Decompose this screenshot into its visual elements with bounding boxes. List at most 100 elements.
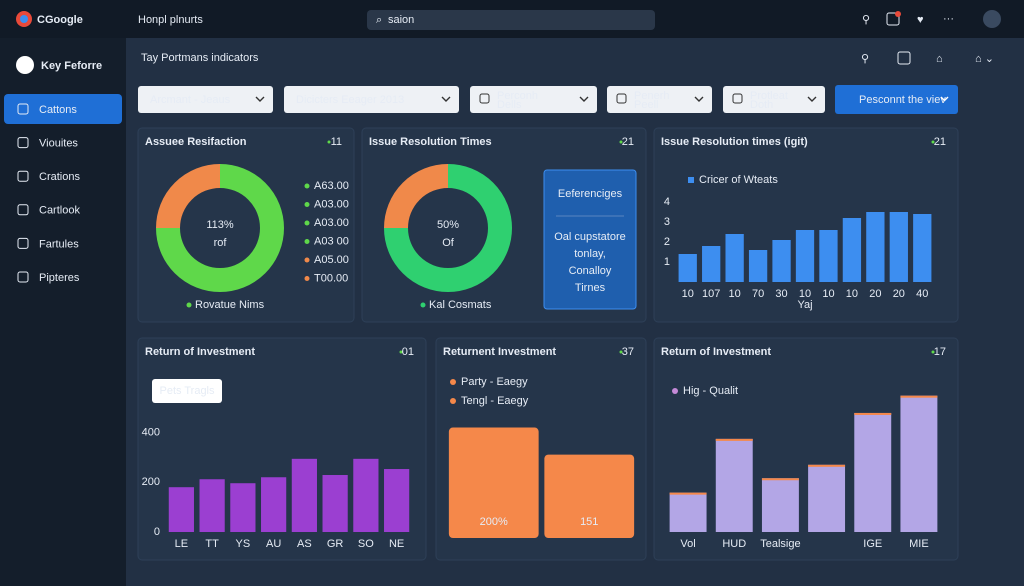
x-tick-label: 10	[799, 288, 811, 300]
bar-cap	[854, 412, 892, 415]
badge-dot	[931, 140, 935, 144]
sidebar-item[interactable]: Pipteres	[39, 272, 80, 284]
x-tick-label: 10	[729, 288, 741, 300]
bar-cap	[715, 438, 753, 441]
bar	[808, 464, 846, 532]
filter-label: Perconh	[497, 90, 538, 102]
sidebar-icon	[17, 204, 29, 216]
bar	[842, 218, 862, 282]
y-tick-label: 4	[664, 196, 670, 208]
action-button[interactable]	[835, 85, 958, 114]
bar	[748, 250, 768, 282]
donut-center-sub: rof	[214, 237, 228, 249]
sidebar	[0, 38, 126, 586]
header-icon-share[interactable]: ⌂	[936, 53, 943, 65]
sidebar-item[interactable]: Crations	[39, 171, 80, 183]
icon-more[interactable]: ···	[943, 13, 954, 25]
x-tick-label: GR	[327, 538, 344, 550]
legend-dot	[304, 183, 310, 189]
x-tick-label: HUD	[722, 538, 746, 550]
bar	[353, 458, 379, 532]
header-icon-user[interactable]: ⚲	[861, 53, 869, 65]
action-label[interactable]: Pesconnt the viev	[859, 94, 946, 106]
sidebar-logo	[16, 56, 34, 74]
note-line: Oal cupstatore	[554, 231, 626, 243]
panel-badge: 11	[331, 136, 342, 148]
panel-title: Assuee Resifaction	[145, 136, 247, 148]
legend-label: Tengl - Eaegy	[461, 395, 529, 407]
filter-caret	[579, 96, 589, 102]
bar	[725, 234, 744, 282]
filter-dropdown[interactable]	[723, 86, 825, 113]
value-label: 151	[580, 516, 598, 528]
panel-title: Return of Investment	[661, 346, 771, 358]
panel-badge: 21	[934, 136, 946, 148]
icon-notify[interactable]	[886, 12, 900, 26]
bar	[678, 254, 697, 282]
panel-badge: 01	[402, 346, 414, 358]
x-tick-label: MIE	[909, 538, 929, 550]
x-tick-label: NE	[389, 538, 404, 550]
legend-label: Cricer of Wteats	[699, 174, 778, 186]
panel-title: Issue Resolution times (igit)	[661, 136, 808, 148]
sidebar-item[interactable]: Fartules	[39, 238, 79, 250]
legend-label: A03.00	[314, 198, 349, 210]
badge-dot	[619, 350, 623, 354]
bar-cap	[761, 478, 799, 481]
filter-sub: Dells	[497, 99, 522, 111]
browser-brand: CGoogle	[37, 14, 83, 26]
note-box	[543, 169, 637, 310]
legend-dot	[304, 202, 310, 207]
bar	[889, 212, 908, 282]
badge-dot	[327, 140, 331, 144]
bar	[866, 212, 885, 282]
value-label: 200%	[480, 516, 508, 528]
badge-dot	[399, 350, 403, 354]
icon-badge	[895, 11, 901, 17]
header-icon-home[interactable]: ⌂ ⌄	[975, 53, 994, 65]
note-line: tonlay,	[574, 248, 606, 260]
bar	[199, 479, 225, 532]
panel-title: Returnent Investment	[443, 346, 556, 358]
filter-dropdown[interactable]	[607, 86, 712, 113]
bar	[448, 427, 539, 538]
browser-logo-core	[20, 15, 28, 23]
filter-caret	[441, 96, 451, 102]
bar-cap	[669, 492, 707, 495]
filter-caret	[807, 96, 817, 102]
icon-heart[interactable]: ♥	[917, 14, 924, 26]
panels: Assuee Resifaction 11 113% rof A63.00 A03.00 A…	[137, 127, 959, 561]
badge-dot	[931, 350, 935, 354]
filter-dropdown[interactable]	[138, 86, 273, 113]
filter-dropdown[interactable]	[470, 86, 597, 113]
filter-icon	[732, 93, 743, 104]
browser-tab[interactable]: Honpl plnurts	[138, 14, 203, 26]
panel-badge: 21	[622, 136, 634, 148]
y-tick-label: 400	[142, 426, 160, 438]
y-tick-label: 0	[154, 526, 160, 538]
x-tick-label: 70	[752, 288, 764, 300]
sidebar-item[interactable]: Cattons	[39, 104, 77, 116]
donut-segment	[156, 164, 221, 229]
sidebar-item[interactable]: Viouites	[39, 138, 78, 150]
sidebar-item[interactable]: Cartlook	[39, 205, 80, 217]
avatar[interactable]	[983, 10, 1001, 28]
header-icon-box[interactable]	[897, 51, 911, 65]
bar	[230, 483, 256, 532]
bar-cap	[900, 395, 938, 398]
filter-caret	[255, 96, 265, 102]
icon-user[interactable]: ⚲	[862, 14, 870, 26]
search-text: saion	[388, 14, 414, 26]
x-tick-label: SO	[358, 538, 374, 550]
filter-caret	[694, 96, 704, 102]
sidebar-icon	[17, 271, 29, 283]
x-tick-label: 20	[869, 288, 881, 300]
note-heading: Eeferenciges	[558, 188, 623, 200]
search-box[interactable]	[367, 10, 655, 30]
legend-dot	[450, 379, 456, 385]
donut-segment	[156, 164, 284, 292]
x-tick-label: 10	[682, 288, 694, 300]
page-title: Tay Portmans indicators	[141, 52, 259, 64]
filter-dropdown[interactable]	[284, 86, 459, 113]
filter-label: Arcmant - Jeaus	[150, 94, 231, 106]
